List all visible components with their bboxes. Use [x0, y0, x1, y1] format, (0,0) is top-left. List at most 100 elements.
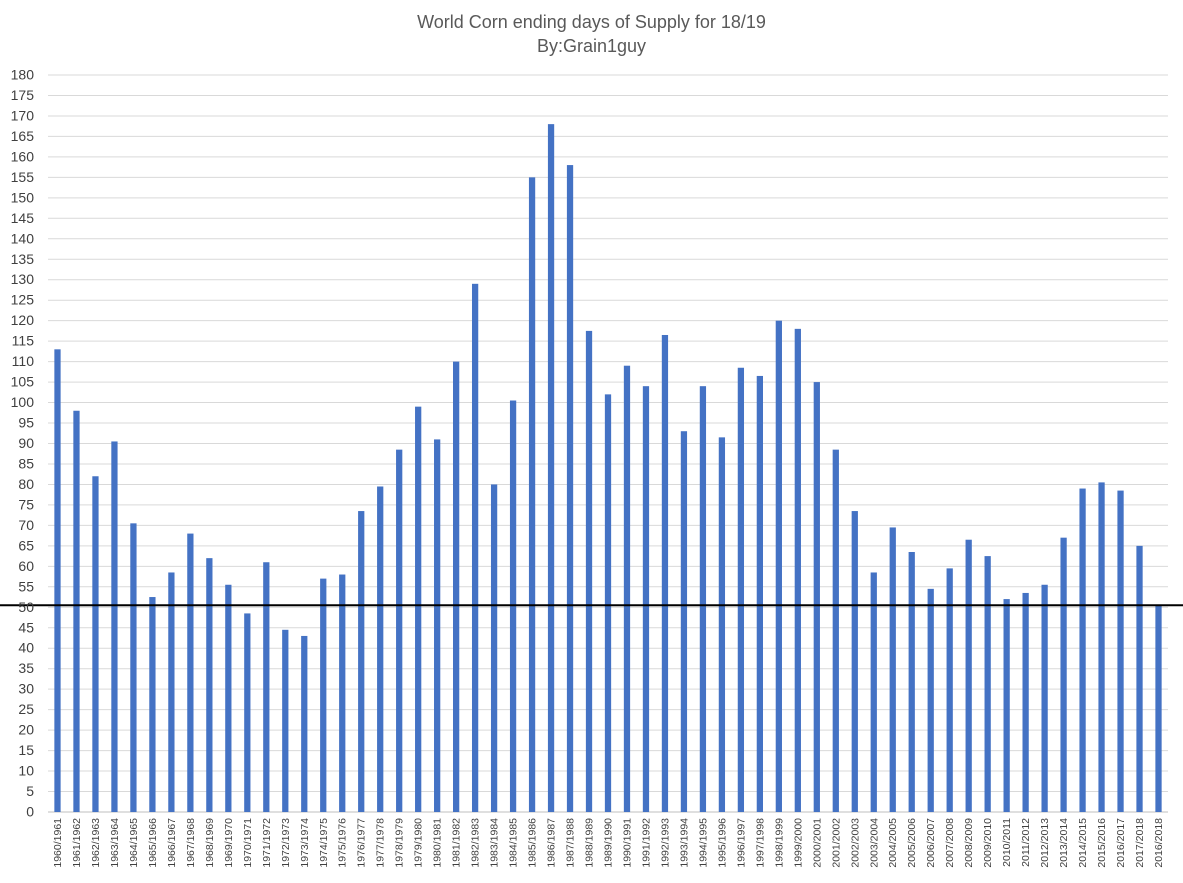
bar [1003, 599, 1010, 812]
y-tick-label: 165 [11, 128, 35, 144]
x-tick-label: 1963/1964 [109, 818, 121, 868]
bar [661, 334, 669, 812]
y-tick-label: 0 [26, 804, 34, 820]
y-tick-label: 5 [26, 783, 34, 799]
bar [263, 562, 270, 812]
bar [927, 588, 934, 812]
y-tick-label: 35 [18, 660, 34, 676]
bar [870, 572, 877, 812]
bars [54, 124, 1162, 813]
x-tick-label: 1993/1994 [678, 818, 690, 868]
y-tick-label: 55 [18, 578, 34, 594]
y-axis-ticks: 0 5 10 15 20 25 30 35 40 45 50 55 60 65 70 75 80 85 90 95 10… [11, 67, 35, 820]
y-tick-label: 70 [18, 517, 34, 533]
y-tick-label: 30 [18, 681, 34, 697]
x-tick-label: 2016/2018 [1153, 818, 1165, 868]
y-tick-label: 160 [11, 148, 35, 164]
bar [908, 552, 915, 812]
x-tick-label: 2003/2004 [868, 818, 880, 868]
bar [490, 484, 498, 812]
bar [984, 556, 991, 812]
bar [965, 539, 972, 812]
bar [206, 558, 213, 812]
x-tick-label: 1987/1988 [565, 818, 577, 868]
x-tick-label: 2002/2003 [849, 818, 861, 868]
bar [642, 386, 650, 812]
x-tick-label: 1978/1979 [394, 818, 406, 868]
bar [775, 320, 782, 812]
x-tick-label: 2016/2017 [1115, 818, 1127, 868]
bar [1060, 537, 1067, 812]
bar [471, 283, 479, 813]
bar [547, 124, 555, 813]
x-tick-label: 2008/2009 [963, 818, 975, 868]
x-tick-label: 1995/1996 [716, 818, 728, 868]
x-tick-label: 1999/2000 [792, 818, 804, 868]
x-tick-label: 1977/1978 [375, 818, 387, 868]
x-tick-label: 1969/1970 [223, 818, 235, 868]
bar [244, 613, 251, 812]
x-tick-label: 2013/2014 [1058, 818, 1070, 868]
bar [301, 635, 308, 812]
x-tick-label: 2001/2002 [830, 818, 842, 868]
y-tick-label: 120 [11, 312, 35, 328]
x-tick-label: 1962/1963 [90, 818, 102, 868]
bar [282, 629, 289, 812]
bar [718, 437, 726, 812]
x-tick-label: 1990/1991 [621, 818, 633, 868]
x-tick-label: 1991/1992 [640, 818, 652, 868]
x-tick-label: 2009/2010 [982, 818, 994, 868]
y-tick-label: 130 [11, 271, 35, 287]
bar [585, 330, 593, 812]
y-tick-label: 65 [18, 537, 34, 553]
x-tick-label: 1982/1983 [470, 818, 482, 868]
bar [794, 328, 801, 812]
bar [604, 394, 612, 812]
x-tick-label: 1975/1976 [337, 818, 349, 868]
y-tick-label: 110 [12, 353, 35, 369]
bar [434, 439, 441, 812]
bar [946, 568, 953, 812]
bar [187, 533, 194, 812]
bar [111, 441, 118, 812]
bar [225, 584, 232, 812]
x-tick-label: 2000/2001 [811, 818, 823, 868]
y-tick-label: 90 [18, 435, 34, 451]
x-tick-label: 1966/1967 [166, 818, 178, 868]
y-tick-label: 175 [11, 87, 35, 103]
x-tick-label: 1997/1998 [754, 818, 766, 868]
x-tick-label: 1971/1972 [261, 818, 273, 868]
bar [813, 382, 820, 812]
y-tick-label: 105 [11, 374, 35, 390]
x-tick-label: 2004/2005 [887, 818, 899, 868]
x-tick-label: 1976/1977 [356, 818, 368, 868]
y-tick-label: 40 [18, 640, 34, 656]
bar [339, 574, 346, 812]
bar [851, 511, 858, 812]
x-tick-label: 2017/2018 [1134, 818, 1146, 868]
bar [889, 527, 896, 812]
y-tick-label: 10 [18, 763, 34, 779]
bar [623, 365, 631, 812]
x-tick-label: 2015/2016 [1096, 818, 1108, 868]
x-axis-ticks: 1960/1961 1961/1962 1962/1963 1963/1964 1964… [52, 818, 1165, 868]
x-tick-label: 1960/1961 [52, 818, 64, 868]
x-tick-label: 1986/1987 [546, 818, 558, 868]
y-tick-label: 135 [11, 251, 35, 267]
y-tick-label: 80 [18, 476, 34, 492]
x-tick-label: 2012/2013 [1039, 818, 1051, 868]
y-tick-label: 115 [12, 333, 35, 349]
x-tick-label: 1970/1971 [242, 818, 254, 868]
x-tick-label: 1992/1993 [659, 818, 671, 868]
bar [1098, 482, 1105, 812]
y-tick-label: 170 [11, 107, 35, 123]
bar [415, 406, 422, 812]
x-tick-label: 2011/2012 [1020, 818, 1032, 867]
x-tick-label: 1996/1997 [735, 818, 747, 868]
y-tick-label: 45 [18, 619, 34, 635]
bar [377, 486, 384, 812]
y-tick-label: 140 [11, 230, 35, 246]
bar [680, 431, 688, 812]
